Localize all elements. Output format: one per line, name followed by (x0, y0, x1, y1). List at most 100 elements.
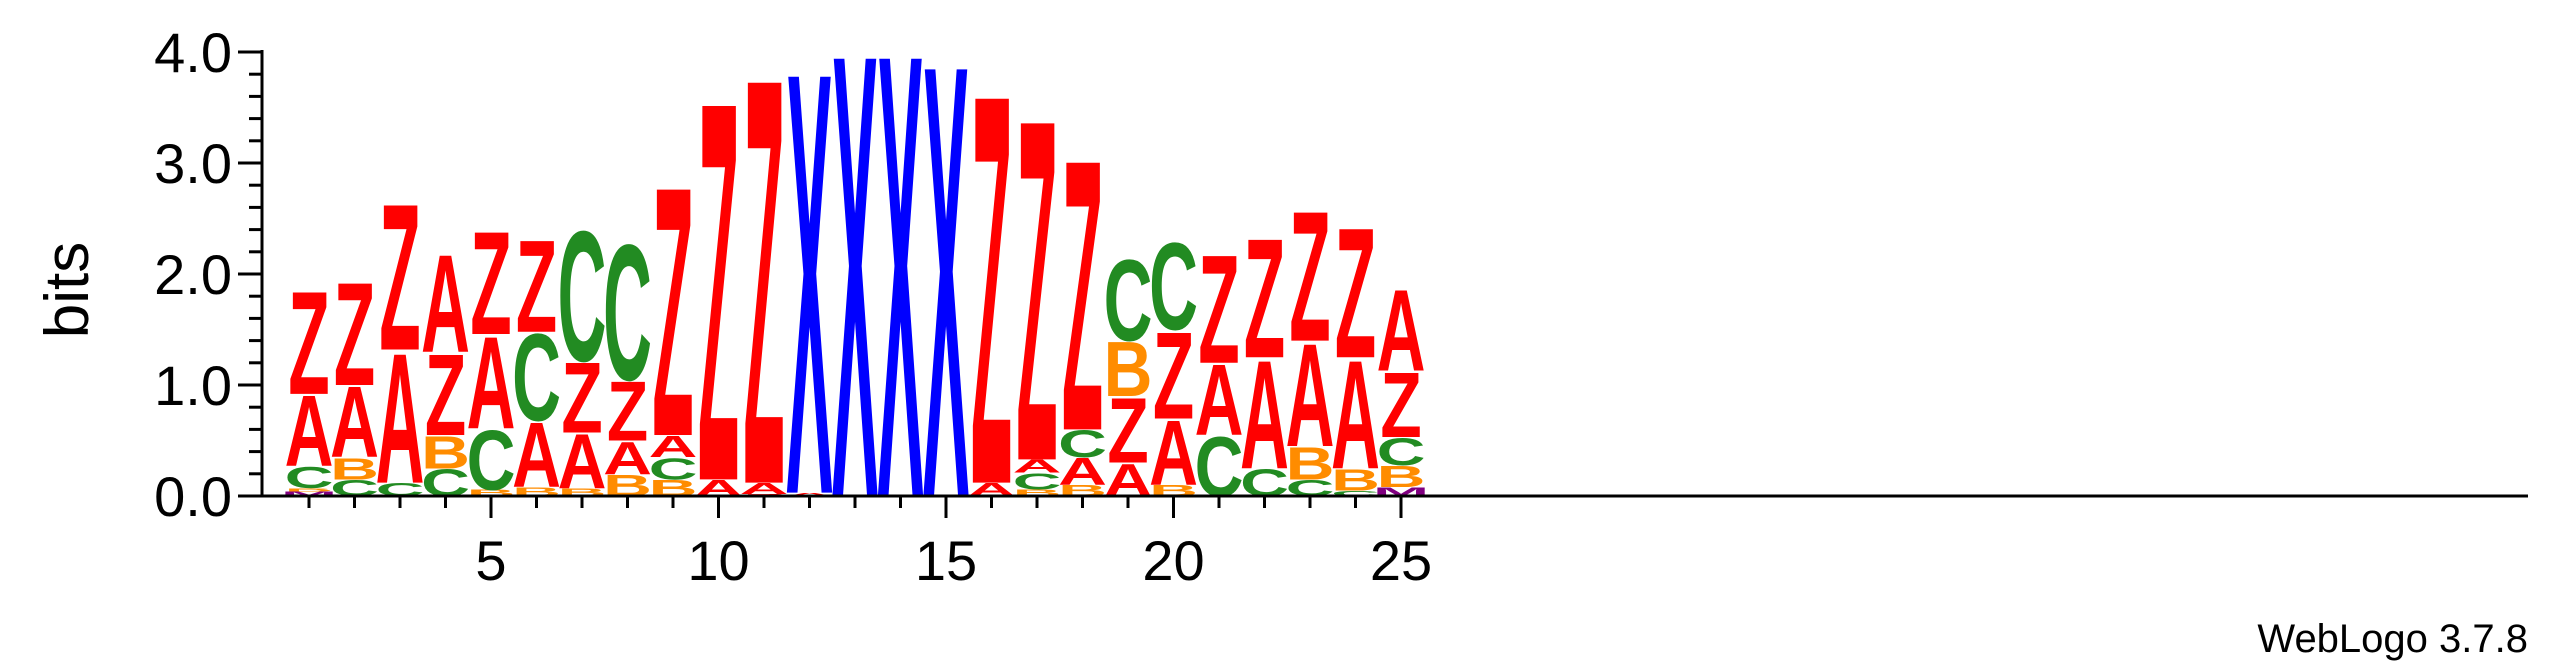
logo-letter-Z: Z (743, 0, 784, 606)
logo-column-3: CAZ (376, 160, 425, 523)
logo-column-22: CAZ (1240, 205, 1289, 505)
logo-letter-C: C (467, 413, 516, 508)
logo-letter-Z: Z (561, 342, 602, 455)
logo-letter-C: C (1104, 237, 1153, 367)
logo-letter-Z: Z (1380, 354, 1421, 458)
logo-letter-X: X (786, 0, 833, 622)
logo-letter-Z: Z (379, 160, 420, 394)
credit-label: WebLogo 3.7.8 (2257, 617, 2528, 661)
logo-letter-C: C (1331, 489, 1380, 498)
y-axis: 0.0 1.0 2.0 3.0 4.0 (154, 21, 264, 528)
letter-stacks: MBCAZCBAZCAZCBZABCAZBACZBAZCBAZCBCAZAZZA… (281, 0, 1429, 631)
logo-letter-B: B (1331, 463, 1380, 498)
logo-letter-B: B (330, 452, 379, 487)
logo-column-14: X (877, 0, 924, 631)
logo-letter-C: C (649, 452, 698, 487)
logo-letter-A: A (1331, 330, 1380, 502)
logo-letter-A: A (1149, 401, 1198, 505)
logo-letter-A: A (330, 367, 379, 480)
logo-column-13: X (832, 0, 879, 631)
logo-letter-A: A (649, 429, 698, 464)
logo-letter-Z: Z (607, 364, 648, 459)
y-tick-label: 3.0 (154, 132, 232, 195)
logo-letter-C: C (558, 192, 607, 401)
logo-column-21: CAZ (1195, 224, 1244, 515)
logo-letter-C: C (1377, 430, 1426, 474)
logo-letter-Z: Z (1107, 379, 1148, 483)
logo-letter-A: A (740, 480, 789, 497)
logo-letter-A: A (376, 314, 425, 523)
logo-letter-C: C (285, 461, 334, 496)
logo-letter-B: B (1104, 327, 1153, 413)
logo-letter-B: B (467, 488, 516, 498)
logo-letter-A: A (467, 310, 516, 457)
logo-letter-Z: Z (425, 331, 466, 461)
y-tick-label: 4.0 (154, 21, 232, 84)
logo-column-16: AZ (967, 0, 1016, 602)
logo-letter-Z: Z (1062, 78, 1103, 511)
x-tick-label: 10 (687, 529, 749, 592)
logo-letter-Z: Z (470, 202, 511, 366)
logo-letter-A: A (558, 419, 607, 505)
x-tick-label: 15 (915, 529, 977, 592)
logo-letter-Z: Z (1289, 172, 1330, 381)
logo-letter-B: B (1377, 459, 1426, 494)
logo-letter-Z: Z (1244, 205, 1285, 394)
logo-letter-A: A (512, 404, 561, 508)
logo-letter-A: A (1058, 450, 1107, 494)
logo-letter-Z: Z (288, 262, 329, 426)
logo-letter-C: C (603, 205, 652, 421)
x-tick-label: 20 (1142, 529, 1204, 592)
logo-letter-B: B (421, 427, 470, 479)
logo-letter-C: C (1149, 219, 1198, 357)
y-tick-label: 2.0 (154, 243, 232, 306)
logo-column-12: AX (785, 0, 834, 622)
logo-letter-X: X (877, 0, 924, 631)
x-tick-label: 25 (1370, 529, 1432, 592)
logo-letter-Z: Z (516, 213, 557, 360)
y-tick-label: 1.0 (154, 354, 232, 417)
logo-letter-C: C (1013, 468, 1062, 494)
logo-letter-X: X (923, 0, 970, 628)
y-tick-label: 0.0 (154, 465, 232, 528)
x-axis: 5 10 15 20 25 (262, 494, 2528, 592)
logo-letter-Z: Z (334, 253, 375, 417)
logo-letter-A: A (1013, 456, 1062, 477)
logo-letter-A: A (421, 227, 470, 382)
logo-letter-A: A (603, 432, 652, 484)
logo-column-15: X (923, 0, 970, 628)
logo-letter-C: C (512, 310, 561, 448)
logo-letter-B: B (1013, 488, 1062, 498)
logo-letter-A: A (1240, 330, 1289, 502)
logo-letter-Z: Z (1153, 308, 1194, 446)
logo-letter-Z: Z (1016, 17, 1057, 563)
logo-letter-B: B (285, 487, 334, 492)
logo-letter-Z: Z (1335, 188, 1376, 397)
logo-letter-Z: Z (1198, 224, 1239, 396)
logo-letter-M: M (281, 491, 337, 498)
logo-letter-A: A (785, 492, 834, 497)
y-axis-label: bits (33, 242, 102, 338)
logo-letter-X: X (832, 0, 879, 631)
logo-letter-A: A (285, 376, 334, 489)
logo-letter-B: B (1286, 438, 1335, 490)
x-tick-label: 5 (475, 529, 506, 592)
logo-letter-A: A (1377, 267, 1426, 397)
logo-letter-C: C (1058, 422, 1107, 466)
